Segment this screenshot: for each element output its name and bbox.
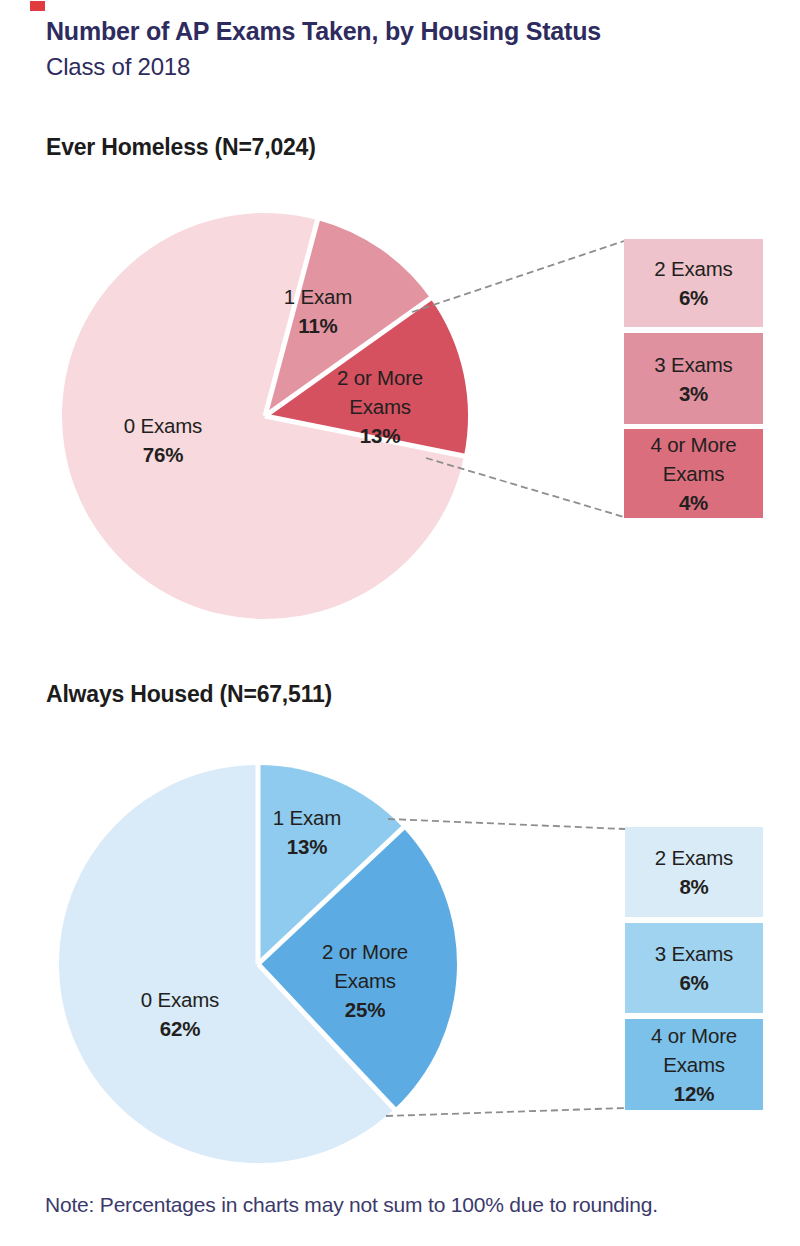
footnote: Note: Percentages in charts may not sum … [45, 1191, 785, 1218]
breakout-label: 3 Exams [624, 350, 763, 379]
breakout-pct: 6% [625, 968, 763, 997]
slice-pct: 62% [110, 1014, 250, 1043]
infographic-page: Number of AP Exams Taken, by Housing Sta… [0, 0, 800, 1246]
slice-label: 0 Exams [110, 985, 250, 1014]
breakout-connector-dashed-line-3 [388, 819, 625, 829]
pie1-label-0-exams: 0 Exams 76% [93, 411, 233, 469]
breakout-pct: 6% [624, 283, 763, 312]
breakout-label: 3 Exams [625, 939, 763, 968]
pie2-breakout-3-exams: 3 Exams 6% [625, 923, 763, 1013]
slice-pct: 13% [310, 421, 450, 450]
breakout-label: 4 or More Exams [624, 430, 763, 488]
pie1-breakout-2-exams: 2 Exams 6% [624, 239, 763, 327]
breakout-connector-dashed-line-4 [386, 1108, 625, 1116]
slice-label: 1 Exam [248, 282, 388, 311]
slice-label: 1 Exam [237, 803, 377, 832]
breakout-connector-dashed-line-2 [426, 458, 624, 517]
slice-label: 2 or More Exams [295, 937, 435, 995]
breakout-pct: 4% [624, 488, 763, 517]
slice-pct: 11% [248, 311, 388, 340]
breakout-pct: 8% [625, 872, 763, 901]
pie2-breakout-2-exams: 2 Exams 8% [625, 827, 763, 917]
pie2-label-2-or-more: 2 or More Exams 25% [295, 937, 435, 1024]
breakout-label: 4 or More Exams [625, 1021, 763, 1079]
pie1-breakout-3-exams: 3 Exams 3% [624, 333, 763, 424]
pie2-label-0-exams: 0 Exams 62% [110, 985, 250, 1043]
breakout-pct: 12% [625, 1079, 763, 1108]
breakout-label: 2 Exams [625, 843, 763, 872]
pie2-label-1-exam: 1 Exam 13% [237, 803, 377, 861]
breakout-label: 2 Exams [624, 254, 763, 283]
pie2-breakout-4-or-more-exams: 4 or More Exams 12% [625, 1019, 763, 1110]
pie1-breakout-4-or-more-exams: 4 or More Exams 4% [624, 429, 763, 518]
slice-pct: 25% [295, 995, 435, 1024]
breakout-connector-dashed-line-1 [412, 241, 624, 312]
slice-label: 0 Exams [93, 411, 233, 440]
pie1-label-1-exam: 1 Exam 11% [248, 282, 388, 340]
breakout-pct: 3% [624, 379, 763, 408]
slice-label: 2 or More Exams [310, 363, 450, 421]
slice-pct: 13% [237, 832, 377, 861]
slice-pct: 76% [93, 440, 233, 469]
pie1-label-2-or-more: 2 or More Exams 13% [310, 363, 450, 450]
